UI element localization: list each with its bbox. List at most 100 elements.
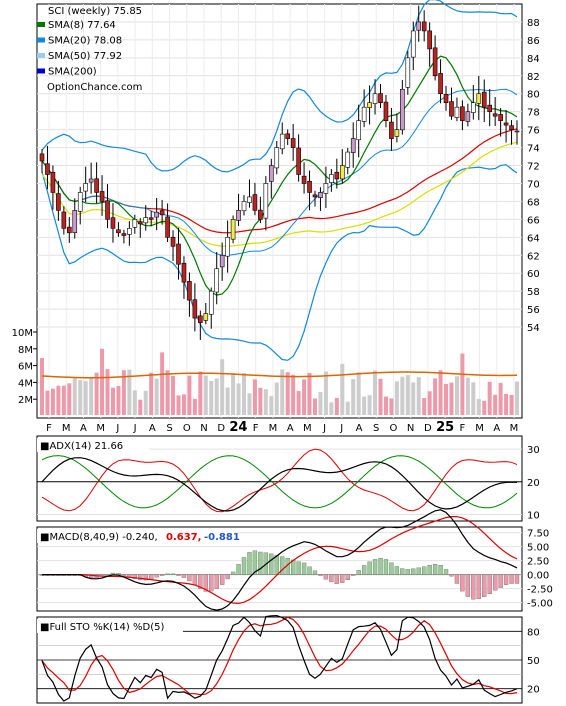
volume-bar <box>203 375 208 415</box>
candle-body <box>198 315 203 323</box>
candle-body <box>269 165 274 182</box>
volume-bar <box>225 387 230 415</box>
price-tick-label: 72 <box>527 162 540 173</box>
month-label: A <box>149 423 156 434</box>
macd-histogram-bar <box>493 574 498 591</box>
volume-bar <box>220 359 225 415</box>
month-label: J <box>115 423 119 434</box>
macd-histogram-bar <box>220 574 225 585</box>
candle-body <box>56 193 61 211</box>
volume-bar <box>422 398 427 415</box>
macd-histogram-bar <box>181 574 187 578</box>
candle-body <box>132 219 138 228</box>
month-label: M <box>269 423 278 434</box>
legend-swatch <box>37 68 45 74</box>
macd-label-bg <box>37 529 237 543</box>
macd-histogram-bar <box>301 562 307 575</box>
volume-bar <box>476 399 481 415</box>
candle-body <box>339 165 345 180</box>
macd-histogram-bar <box>345 574 350 581</box>
month-label: A <box>80 423 87 434</box>
price-tick-label: 70 <box>527 179 540 190</box>
volume-bar <box>160 352 165 415</box>
macd-histogram-bar <box>443 569 449 575</box>
volume-tick-label: 2M <box>18 395 33 406</box>
volume-bar <box>263 389 268 415</box>
candle-body <box>247 196 252 203</box>
candle-body <box>66 226 72 234</box>
volume-bar <box>367 395 372 415</box>
volume-bar <box>56 385 61 415</box>
volume-bar <box>471 382 476 415</box>
legend-entry: SMA(50) 77.92 <box>48 51 122 62</box>
volume-bar <box>515 381 519 415</box>
volume-bar <box>165 370 170 415</box>
candle-body <box>427 30 432 50</box>
sma8-line <box>41 55 518 296</box>
macd-histogram-bar <box>127 574 132 577</box>
volume-bar <box>329 402 334 415</box>
candle-body <box>252 194 258 211</box>
macd-histogram-bar <box>449 574 454 577</box>
price-tick-label: 74 <box>527 144 540 155</box>
price-tick-label: 56 <box>527 305 540 316</box>
candle-body <box>110 217 116 229</box>
candle-body <box>471 102 476 113</box>
macd-histogram-bar <box>274 555 279 575</box>
price-tick-label: 84 <box>527 54 540 65</box>
macd-value-label: 0.637, <box>166 532 201 543</box>
macd-histogram-bar <box>209 574 214 592</box>
candle-body <box>72 210 78 233</box>
adx-tick-label: 30 <box>527 445 540 456</box>
volume-bar <box>416 377 421 415</box>
month-label: M <box>475 423 484 434</box>
macd-histogram-bar <box>258 551 263 575</box>
macd-tick-label: -5.00 <box>527 599 553 610</box>
candle-body <box>116 229 121 234</box>
candle-body <box>45 163 50 175</box>
candle-body <box>421 21 427 32</box>
macd-histogram-bar <box>225 574 230 580</box>
candle-body <box>274 147 280 169</box>
volume-bar <box>487 381 492 415</box>
macd-histogram-bar <box>438 565 443 575</box>
price-tick-label: 78 <box>527 108 540 119</box>
macd-histogram-bar <box>482 574 487 597</box>
volume-tick-label: 8M <box>18 345 33 356</box>
volume-bar <box>378 378 383 415</box>
candle-body <box>105 200 110 220</box>
macd-histogram-bar <box>427 565 432 575</box>
macd-histogram-bar <box>323 574 329 580</box>
month-label: A <box>493 423 500 434</box>
macd-histogram-bar <box>509 574 514 584</box>
volume-bar <box>187 375 192 415</box>
candle-body <box>296 147 301 175</box>
candle-body <box>329 174 334 183</box>
macd-histogram-bar <box>176 574 181 576</box>
candle-body <box>356 120 361 141</box>
candle-body <box>159 210 165 216</box>
volume-bar <box>252 379 257 415</box>
adx-tick-label: 20 <box>527 478 540 489</box>
macd-tick-label: 0.00 <box>527 571 549 582</box>
price-tick-label: 60 <box>527 269 540 280</box>
candle-body <box>241 201 247 212</box>
candle-body <box>127 228 132 235</box>
price-tick-label: 76 <box>527 126 540 137</box>
candle-body <box>263 183 269 219</box>
volume-bar <box>231 373 236 415</box>
candle-body <box>449 101 454 117</box>
candle-body <box>50 171 56 193</box>
macd-tick-label: 7.50 <box>527 529 549 540</box>
candle-body <box>258 209 263 220</box>
macd-histogram-bar <box>143 574 148 581</box>
macd-histogram-bar <box>498 574 503 588</box>
candle-body <box>432 47 438 77</box>
macd-histogram-bar <box>340 574 345 583</box>
candle-body <box>39 153 45 162</box>
volume-bar <box>400 376 405 415</box>
macd-histogram-bar <box>514 574 520 584</box>
volume-bar <box>373 370 378 415</box>
volume-tick-label: 6M <box>18 362 33 373</box>
macd-label: ■MACD(8,40,9) -0.240, <box>40 532 158 543</box>
